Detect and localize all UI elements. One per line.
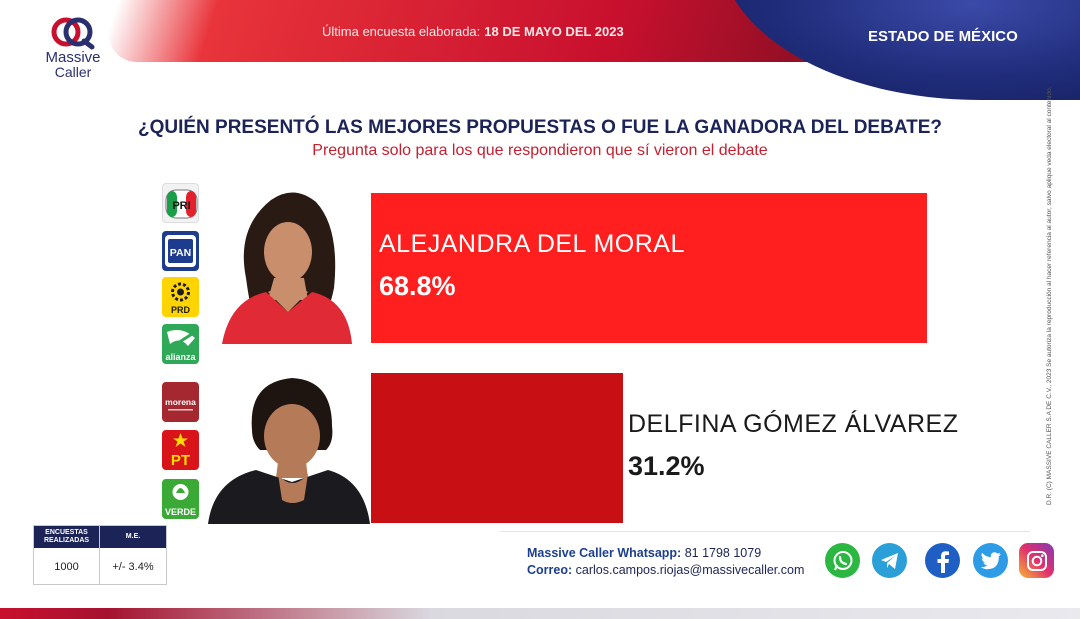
sample-count-header: ENCUESTAS REALIZADAS — [34, 526, 100, 548]
email-label: Correo: — [527, 563, 573, 577]
survey-date-label: Última encuesta elaborada: — [322, 24, 481, 39]
brand-logo: Massive Caller — [28, 14, 118, 79]
category-label-1: ALEJANDRA DEL MORAL — [379, 230, 685, 258]
email-line: Correo: carlos.campos.riojas@massivecall… — [527, 562, 804, 579]
survey-date: Última encuesta elaborada: 18 DE MAYO DEL… — [322, 24, 624, 39]
morena-logo-letters: morena — [165, 397, 196, 407]
email-address[interactable]: carlos.campos.riojas@massivecaller.com — [575, 563, 805, 577]
prd-logo-letters: PRD — [171, 305, 191, 315]
sample-table-header: ENCUESTAS REALIZADAS M.E. — [34, 526, 166, 548]
sample-table-row: 1000 +/- 3.4% — [34, 548, 166, 585]
candidate-photo-alejandra — [216, 188, 356, 344]
party-logo-prd: PRD — [162, 277, 199, 317]
brand-name: Massive — [45, 49, 101, 66]
margin-error-value: +/- 3.4% — [112, 560, 154, 573]
alianza-logo-letters: alianza — [165, 352, 196, 362]
survey-date-value: 18 DE MAYO DEL 2023 — [484, 24, 624, 39]
sample-table: ENCUESTAS REALIZADAS M.E. 1000 +/- 3.4% — [33, 525, 167, 585]
pt-logo-letters: PT — [171, 452, 190, 469]
contact-info: Massive Caller Whatsapp: 81 1798 1079 Co… — [527, 545, 804, 579]
copyright-text: D.R. (C) MASSIVE CALLER S.A DE C.V., 202… — [1046, 86, 1053, 505]
instagram-icon[interactable] — [1019, 543, 1054, 578]
whatsapp-line: Massive Caller Whatsapp: 81 1798 1079 — [527, 545, 804, 562]
footer-stripe — [0, 608, 1080, 619]
bar-2 — [371, 373, 623, 523]
copyright-note: D.R. (C) MASSIVE CALLER S.A DE C.V., 202… — [1030, 86, 1060, 505]
verde-logo-letters: VERDE — [165, 507, 196, 517]
value-label-2: 31.2% — [628, 451, 705, 481]
footer-divider — [500, 531, 1030, 532]
party-logo-pri: PRI — [162, 183, 199, 223]
party-logo-verde: VERDE — [162, 479, 199, 519]
twitter-icon[interactable] — [973, 543, 1008, 578]
facebook-icon[interactable] — [925, 543, 960, 578]
margin-error-header: M.E. — [125, 533, 141, 540]
whatsapp-number: 81 1798 1079 — [684, 546, 762, 560]
header-banner — [0, 0, 1080, 100]
category-label-2: DELFINA GÓMEZ ÁLVAREZ — [628, 410, 959, 438]
brand-name-sub: Caller — [54, 64, 92, 80]
telegram-icon[interactable] — [872, 543, 907, 578]
sample-count-value: 1000 — [34, 548, 100, 585]
pri-logo-letters: PRI — [172, 200, 190, 212]
party-logo-alianza: alianza — [162, 324, 199, 364]
bar-1 — [371, 193, 927, 343]
candidate-photo-delfina — [208, 374, 370, 524]
pan-logo-letters: PAN — [170, 247, 191, 259]
chart-title: ¿QUIÉN PRESENTÓ LAS MEJORES PROPUESTAS O… — [137, 117, 943, 138]
party-logo-pt: PT — [162, 430, 199, 470]
brand-logo-icon — [50, 14, 96, 50]
whatsapp-label: Massive Caller Whatsapp: — [527, 546, 682, 560]
region-label: ESTADO DE MÉXICO — [868, 28, 1018, 45]
party-logo-morena: morena — [162, 382, 199, 422]
value-label-1: 68.8% — [379, 271, 456, 301]
whatsapp-icon[interactable] — [825, 543, 860, 578]
chart-subtitle: Pregunta solo para los que respondieron … — [312, 142, 768, 159]
party-logo-pan: PAN — [162, 231, 199, 271]
